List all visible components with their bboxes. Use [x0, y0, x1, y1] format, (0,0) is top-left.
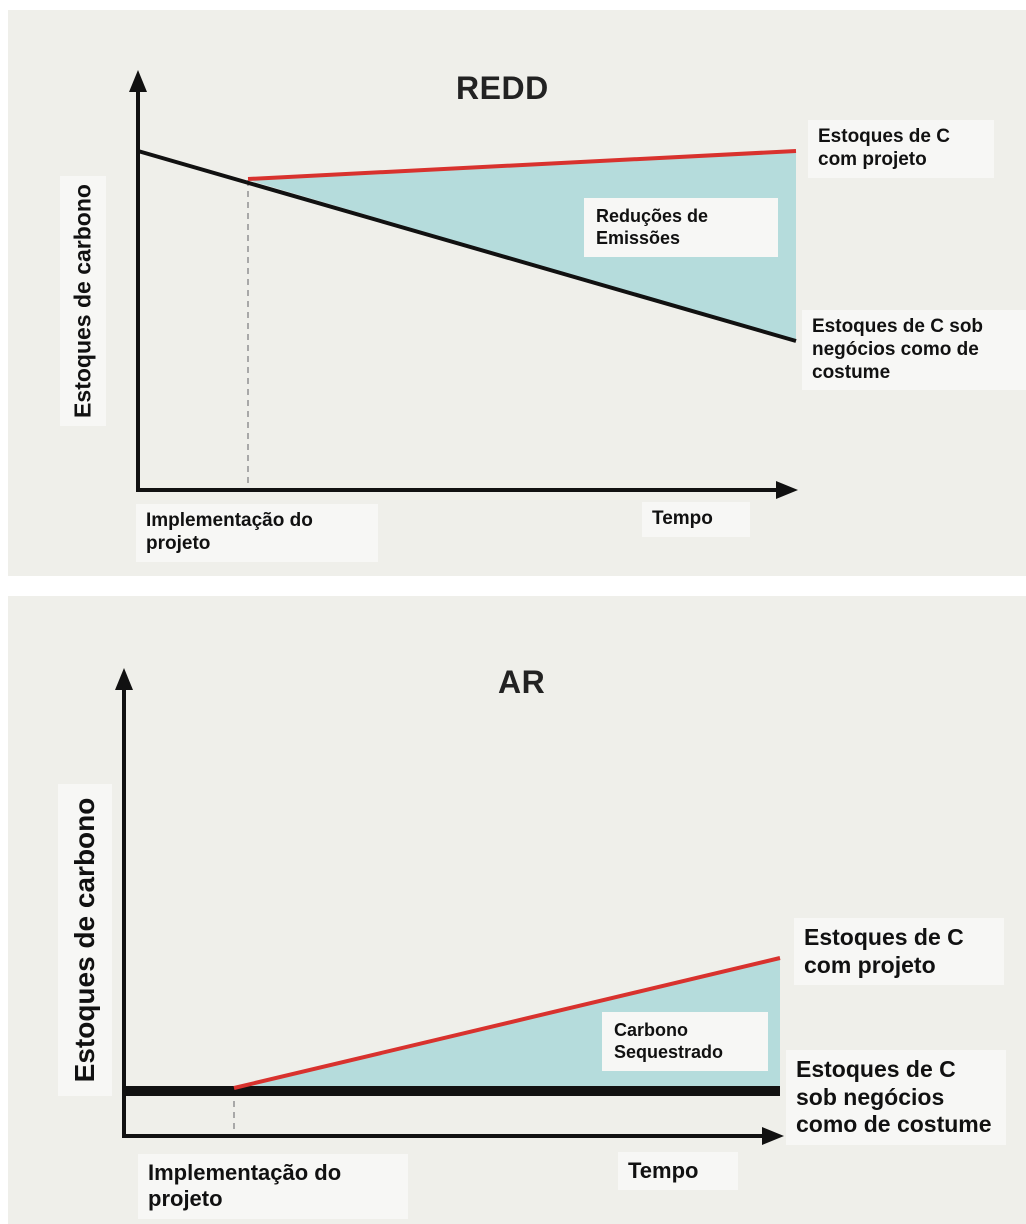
redd-y-axis-arrow-icon	[129, 70, 147, 92]
redd-project-line	[247, 149, 797, 181]
ar-y-axis-arrow-icon	[115, 668, 133, 690]
redd-baseline-label: Estoques de C sob negócios como de costu…	[802, 310, 1026, 391]
redd-time-label: Tempo	[642, 502, 750, 537]
ar-sequestered-carbon-label: Carbono Sequestrado	[602, 1012, 768, 1072]
ar-baseline-label: Estoques de C sob negócios como de costu…	[786, 1050, 1006, 1145]
ar-time-label: Tempo	[618, 1152, 738, 1191]
ar-title: AR	[498, 664, 546, 700]
redd-y-axis-label: Estoques de carbono	[60, 176, 106, 426]
ar-y-axis-label-text: Estoques de carbono	[69, 797, 100, 1083]
ar-diagram	[115, 668, 784, 1145]
ar-x-axis-arrow-icon	[762, 1127, 784, 1145]
redd-implementation-label: Implementação do projeto	[136, 504, 378, 562]
redd-title: REDD	[456, 70, 549, 106]
redd-x-axis-arrow-icon	[776, 481, 798, 499]
redd-emission-reductions-label: Reduções de Emissões	[584, 198, 778, 258]
ar-project-line-label: Estoques de C com projeto	[794, 918, 1004, 986]
redd-baseline-line	[137, 149, 797, 343]
ar-implementation-label: Implementação do projeto	[138, 1154, 408, 1219]
ar-y-axis-label: Estoques de carbono	[58, 784, 112, 1096]
ar-project-line	[233, 956, 781, 1090]
redd-project-line-label: Estoques de C com projeto	[808, 120, 994, 178]
redd-diagram	[129, 70, 798, 499]
redd-y-axis-label-text: Estoques de carbono	[69, 184, 96, 418]
redd-panel	[8, 10, 1026, 576]
